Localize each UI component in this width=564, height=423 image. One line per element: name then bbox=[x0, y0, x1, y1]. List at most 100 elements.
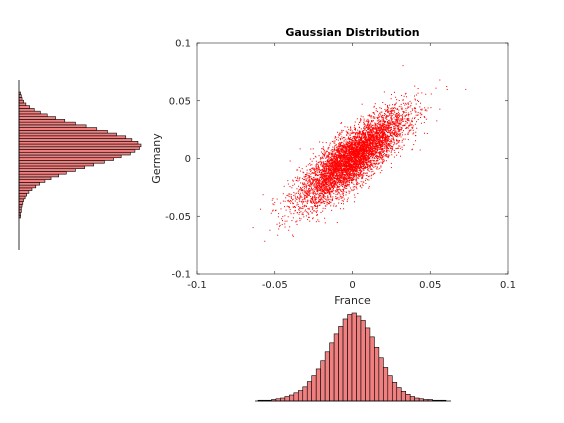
scatter-point bbox=[348, 150, 350, 152]
scatter-point bbox=[357, 163, 359, 165]
scatter-point bbox=[389, 134, 391, 136]
scatter-point bbox=[390, 129, 392, 131]
scatter-point bbox=[372, 142, 374, 144]
scatter-point bbox=[379, 121, 381, 123]
scatter-point bbox=[344, 145, 346, 147]
scatter-point bbox=[353, 131, 355, 133]
scatter-point bbox=[425, 118, 427, 120]
scatter-point bbox=[367, 157, 369, 159]
scatter-point bbox=[359, 148, 361, 150]
scatter-point bbox=[370, 115, 372, 117]
scatter-point bbox=[381, 170, 383, 172]
scatter-point bbox=[391, 138, 393, 140]
scatter-point bbox=[345, 130, 347, 132]
scatter-point bbox=[308, 216, 310, 218]
scatter-point bbox=[351, 181, 353, 183]
scatter-point bbox=[303, 188, 305, 190]
scatter-point bbox=[327, 150, 329, 152]
scatter-point bbox=[400, 103, 402, 105]
scatter-point bbox=[350, 150, 352, 152]
scatter-point bbox=[364, 155, 366, 156]
scatter-point bbox=[336, 185, 338, 187]
scatter-point bbox=[390, 115, 392, 117]
scatter-point bbox=[324, 163, 326, 165]
scatter-point bbox=[347, 144, 349, 146]
scatter-point bbox=[312, 197, 314, 199]
scatter-point bbox=[340, 166, 342, 168]
scatter-point bbox=[351, 189, 353, 191]
scatter-point bbox=[345, 175, 347, 177]
scatter-point bbox=[349, 179, 351, 181]
scatter-point bbox=[350, 168, 352, 170]
scatter-point bbox=[316, 189, 318, 191]
scatter-point bbox=[385, 154, 387, 156]
scatter-point bbox=[389, 104, 391, 106]
scatter-point bbox=[327, 173, 329, 175]
scatter-point bbox=[301, 203, 303, 205]
scatter-point bbox=[331, 151, 333, 153]
scatter-point bbox=[324, 175, 326, 177]
scatter-point bbox=[369, 148, 371, 150]
scatter-point bbox=[369, 156, 371, 158]
scatter-point bbox=[367, 118, 369, 120]
scatter-point bbox=[296, 188, 298, 190]
scatter-point bbox=[350, 173, 352, 175]
scatter-point bbox=[378, 136, 380, 138]
scatter-point bbox=[349, 155, 351, 157]
scatter-point bbox=[334, 175, 336, 177]
scatter-point bbox=[353, 155, 355, 157]
scatter-point bbox=[379, 152, 381, 154]
scatter-point bbox=[389, 143, 391, 145]
scatter-point bbox=[349, 159, 351, 161]
scatter-point bbox=[352, 148, 354, 150]
scatter-point bbox=[373, 135, 375, 137]
scatter-point bbox=[298, 206, 300, 208]
scatter-point bbox=[372, 128, 374, 130]
scatter-point bbox=[363, 146, 365, 148]
scatter-point bbox=[273, 204, 275, 206]
scatter-point bbox=[359, 120, 361, 122]
scatter-point bbox=[290, 197, 292, 199]
scatter-point bbox=[376, 118, 378, 120]
scatter-point bbox=[342, 147, 344, 149]
scatter-point bbox=[397, 124, 399, 126]
scatter-point bbox=[320, 182, 322, 184]
scatter-point bbox=[345, 185, 347, 187]
scatter-point bbox=[328, 198, 330, 200]
scatter-point bbox=[314, 186, 316, 188]
scatter-point bbox=[345, 157, 347, 159]
scatter-point bbox=[374, 147, 376, 149]
scatter-point bbox=[333, 157, 335, 159]
scatter-point bbox=[350, 129, 352, 131]
scatter-point bbox=[374, 150, 376, 152]
scatter-point bbox=[346, 154, 348, 156]
scatter-point bbox=[334, 180, 336, 182]
scatter-point bbox=[351, 130, 353, 132]
scatter-point bbox=[310, 206, 312, 208]
scatter-point bbox=[323, 197, 325, 199]
scatter-point bbox=[351, 170, 353, 172]
scatter-point bbox=[355, 136, 357, 138]
scatter-point bbox=[343, 145, 345, 147]
scatter-point bbox=[368, 145, 370, 147]
scatter-point bbox=[327, 191, 329, 193]
scatter-point bbox=[353, 152, 355, 154]
scatter-point bbox=[322, 162, 324, 164]
scatter-point bbox=[361, 153, 363, 155]
scatter-point bbox=[333, 159, 335, 161]
scatter-point bbox=[361, 145, 363, 147]
scatter-point bbox=[336, 172, 338, 174]
scatter-point bbox=[331, 198, 333, 200]
scatter-point bbox=[372, 124, 374, 126]
scatter-point bbox=[352, 144, 354, 146]
scatter-point bbox=[345, 161, 347, 163]
scatter-point bbox=[343, 191, 345, 193]
scatter-point bbox=[371, 146, 373, 148]
scatter-point bbox=[321, 177, 323, 179]
scatter-point bbox=[333, 164, 335, 166]
scatter-point bbox=[338, 177, 340, 179]
scatter-point bbox=[378, 129, 380, 131]
scatter-point bbox=[336, 149, 338, 151]
scatter-point bbox=[345, 181, 347, 183]
scatter-point bbox=[351, 150, 353, 152]
